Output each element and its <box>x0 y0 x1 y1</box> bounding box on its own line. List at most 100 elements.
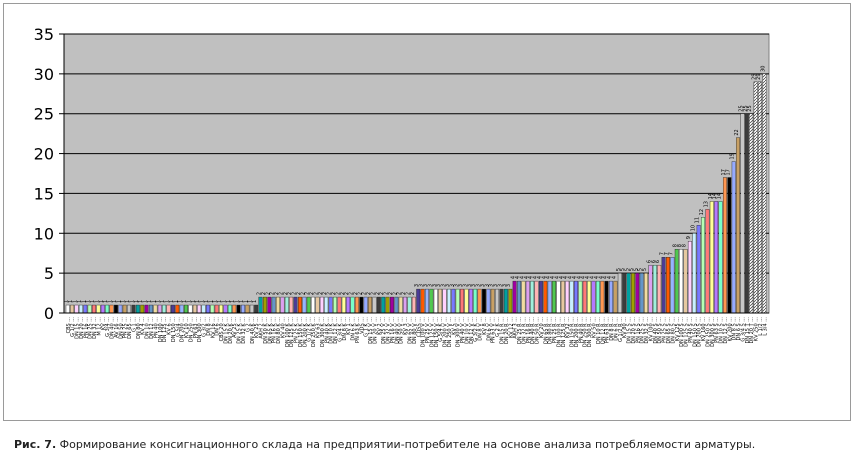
x-tick-label: DN 8 V ... <box>478 317 484 341</box>
x-tick-label: DN 32 V ... <box>386 317 392 344</box>
data-label: 19 <box>730 153 736 159</box>
data-label: 4 <box>546 276 552 279</box>
data-label: 1 <box>160 300 166 303</box>
data-label: 3 <box>445 284 451 287</box>
x-tick-label: PN 63 V ... <box>491 317 497 343</box>
data-label: 3 <box>436 284 442 287</box>
bar <box>692 233 697 314</box>
data-label: 10 <box>690 225 696 231</box>
x-tick-label: DN 6 K ... <box>351 317 357 341</box>
bar <box>490 288 495 314</box>
data-label: 1 <box>226 300 232 303</box>
data-label: 3 <box>493 284 499 287</box>
bar <box>109 304 114 314</box>
data-label: 3 <box>419 284 425 287</box>
data-label: 1 <box>178 300 184 303</box>
data-label: 1 <box>112 300 118 303</box>
bar <box>74 304 79 314</box>
bar <box>70 304 75 314</box>
data-label: 1 <box>143 300 149 303</box>
data-label: 2 <box>405 292 411 295</box>
bar <box>350 296 355 314</box>
x-tick-label: PN 25 S ... <box>662 317 668 343</box>
data-label: 14 <box>708 193 714 199</box>
bar <box>473 288 478 314</box>
x-tick-label: DN 12 R ... <box>600 317 606 344</box>
x-tick-label: DN 65 R ... <box>543 317 549 344</box>
x-tick-label: G 1/2 ... <box>70 317 76 337</box>
bar <box>214 304 219 314</box>
data-label: 4 <box>537 276 543 279</box>
data-label: 2 <box>283 292 289 295</box>
bar <box>521 280 526 314</box>
x-tick-label: DN 100 R ... <box>556 317 562 348</box>
y-tick-label: 35 <box>34 25 54 44</box>
bar <box>635 272 640 314</box>
x-tick-label: KV 25 ... <box>254 317 260 338</box>
data-label: 2 <box>287 292 293 295</box>
x-tick-label: G 5/4 K ... <box>438 317 444 342</box>
bar <box>543 280 548 314</box>
bar <box>398 296 403 314</box>
data-label: 4 <box>541 276 547 279</box>
y-tick-label: 10 <box>34 224 54 243</box>
data-label: 2 <box>278 292 284 295</box>
bar <box>188 304 193 314</box>
bar <box>372 296 377 314</box>
bar <box>753 81 758 314</box>
data-label: 1 <box>121 300 127 303</box>
data-label: 11 <box>695 217 701 223</box>
x-tick-label: DN 10 ... <box>145 317 151 339</box>
bar <box>455 288 460 314</box>
data-label: 22 <box>734 129 740 135</box>
bar <box>87 304 92 314</box>
data-label: 4 <box>611 276 617 279</box>
bar <box>192 304 197 314</box>
bar-chart: 1111111111111111111111111111111111111111… <box>34 25 770 348</box>
data-label: 7 <box>664 252 670 255</box>
data-label: 1 <box>191 300 197 303</box>
data-label: 2 <box>397 292 403 295</box>
data-label: 5 <box>616 268 622 271</box>
data-label: 3 <box>414 284 420 287</box>
bar <box>547 280 552 314</box>
data-label: 1 <box>90 300 96 303</box>
x-tick-label: PN 40 S ... <box>688 317 694 343</box>
data-label: 1 <box>221 300 227 303</box>
x-tick-label: DN 20 R ... <box>504 317 510 344</box>
bar <box>311 296 316 314</box>
x-tick-label: DN 12 V ... <box>469 317 475 344</box>
data-label: 4 <box>581 276 587 279</box>
data-label: 1 <box>68 300 74 303</box>
x-tick-label: KV 4 ... <box>140 317 146 335</box>
x-tick-label: DN 125 R ... <box>561 317 567 348</box>
data-label: 1 <box>182 300 188 303</box>
data-label: 2 <box>366 292 372 295</box>
data-label: 4 <box>554 276 560 279</box>
x-tick-label: KV 80 ... <box>622 317 628 338</box>
x-tick-label: DN 15 S ... <box>627 317 633 344</box>
x-tick-label: M 12 ... <box>96 317 102 336</box>
x-tick-label: DN 10 V ... <box>464 317 470 344</box>
bar <box>236 304 241 314</box>
bar <box>363 296 368 314</box>
bar <box>232 304 237 314</box>
x-tick-label: L 1/2 ... <box>758 317 764 336</box>
data-label: 2 <box>305 292 311 295</box>
x-tick-label: DN 50 V ... <box>399 317 405 344</box>
x-tick-label: DN 250 R ... <box>583 317 589 348</box>
data-label: 5 <box>642 268 648 271</box>
data-label: 3 <box>458 284 464 287</box>
bar <box>464 288 469 314</box>
y-tick-label: 5 <box>44 264 54 283</box>
bar <box>740 113 745 314</box>
bar <box>175 304 180 314</box>
bar <box>122 304 127 314</box>
data-label: 3 <box>454 284 460 287</box>
data-label: 2 <box>375 292 381 295</box>
x-tick-label: G 2 K ... <box>495 317 501 337</box>
x-tick-label: PN 63 ... <box>193 317 199 338</box>
x-tick-label: PN 25 R ... <box>552 317 558 344</box>
x-tick-label: DN 250 K ... <box>311 317 317 347</box>
x-tick-label: DN 40 R ... <box>530 317 536 344</box>
